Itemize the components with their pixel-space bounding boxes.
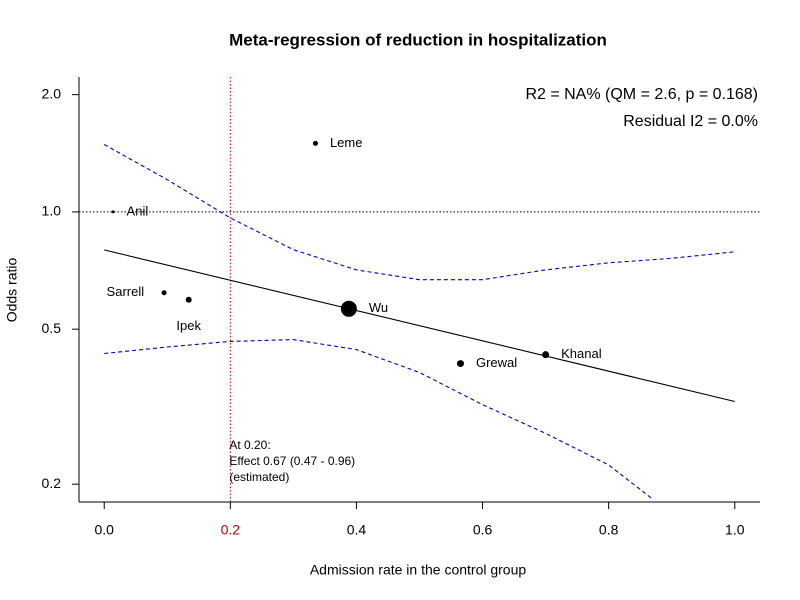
x-tick-label: 1.0 bbox=[725, 522, 745, 538]
study-point bbox=[161, 290, 167, 296]
study-label: Ipek bbox=[176, 318, 201, 333]
study-point bbox=[340, 300, 357, 317]
y-tick-label: 1.0 bbox=[42, 203, 62, 219]
study-label: Leme bbox=[330, 135, 363, 150]
study-label: Grewal bbox=[476, 355, 517, 370]
x-tick-label: 0.6 bbox=[473, 522, 493, 538]
study-label: Anil bbox=[127, 203, 149, 218]
y-tick-label: 0.2 bbox=[42, 475, 62, 491]
regression-line bbox=[104, 249, 735, 403]
x-tick-label: 0.4 bbox=[347, 522, 367, 538]
annotation: At 0.20: bbox=[229, 438, 270, 452]
stats-text: R2 = NA% (QM = 2.6, p = 0.168) bbox=[525, 86, 758, 103]
x-tick-label: 0.0 bbox=[94, 522, 114, 538]
study-point bbox=[312, 140, 318, 146]
annotation: (estimated) bbox=[229, 470, 289, 484]
ci-upper bbox=[103, 144, 735, 281]
study-label: Wu bbox=[369, 300, 388, 315]
x-axis-label: Admission rate in the control group bbox=[310, 562, 527, 578]
study-point bbox=[456, 360, 464, 368]
annotation: Effect 0.67 (0.47 - 0.96) bbox=[229, 454, 355, 468]
study-point bbox=[542, 351, 550, 359]
x-tick-label: 0.2 bbox=[221, 522, 241, 538]
y-tick-label: 0.5 bbox=[42, 320, 62, 336]
chart-title: Meta-regression of reduction in hospital… bbox=[229, 30, 607, 49]
y-tick-label: 2.0 bbox=[42, 85, 62, 101]
y-axis-label: Odds ratio bbox=[4, 257, 20, 322]
study-label: Sarrell bbox=[107, 284, 145, 299]
ci-lower bbox=[104, 339, 654, 500]
stats-text: Residual I2 = 0.0% bbox=[623, 113, 758, 130]
study-label: Khanal bbox=[561, 346, 602, 361]
study-point bbox=[185, 296, 192, 303]
study-point bbox=[111, 210, 115, 214]
x-tick-label: 0.8 bbox=[599, 522, 619, 538]
